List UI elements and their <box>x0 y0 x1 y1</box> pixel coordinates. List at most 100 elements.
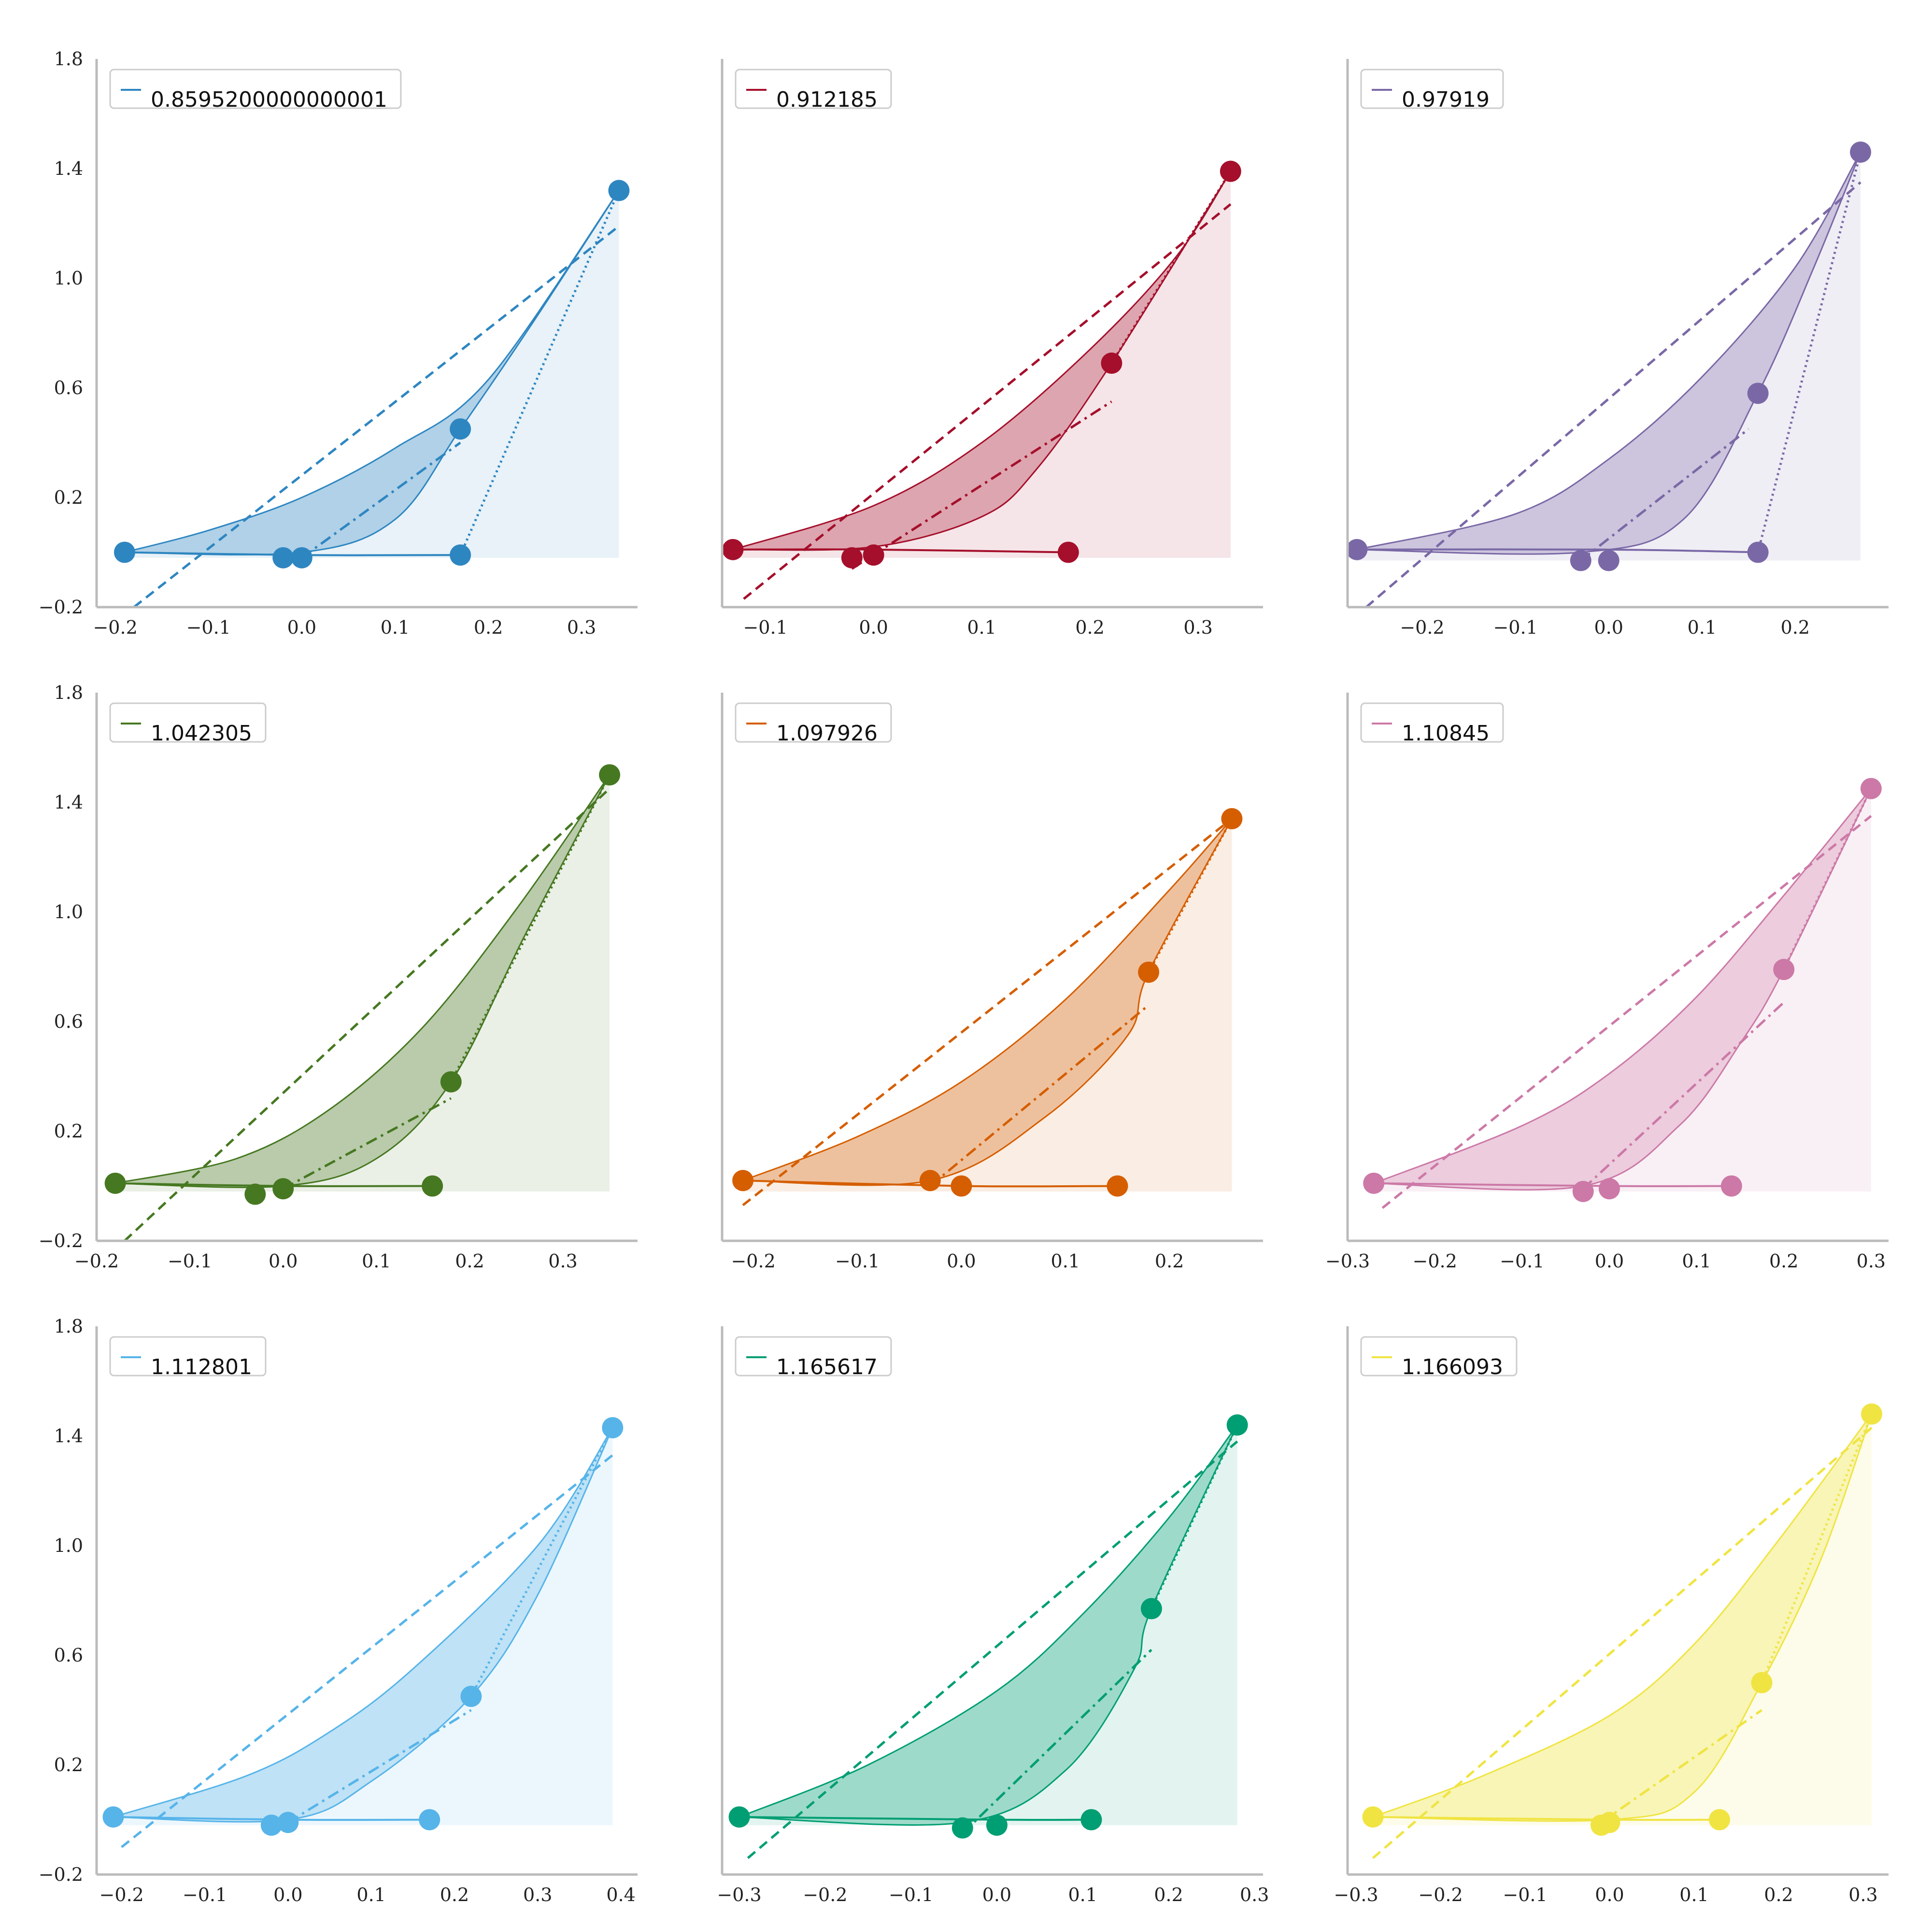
x-tick-label: −0.1 <box>183 1884 227 1905</box>
dashdot-line <box>283 1097 452 1190</box>
legend: 0.912185 <box>735 69 892 112</box>
x-tick-label: 0.1 <box>1679 1884 1708 1905</box>
area-fill-light <box>1374 788 1871 1192</box>
x-tick-label: −0.1 <box>1493 617 1537 638</box>
chart-panel: −0.2 −0.1 0.0 0.1 0.2 1.097926 <box>721 693 1263 1272</box>
x-tick-label: −0.1 <box>1503 1884 1547 1905</box>
x-tick-label: −0.3 <box>1334 1884 1378 1905</box>
data-point <box>732 1170 754 1192</box>
x-tick-label: 0.1 <box>1688 617 1717 638</box>
x-tick-label: 0.3 <box>1240 1884 1269 1905</box>
lower-curve <box>1373 1414 1873 1822</box>
legend: 1.042305 <box>109 702 267 746</box>
dashdot-line <box>962 1648 1152 1834</box>
y-tick-label: 1.0 <box>54 1535 83 1556</box>
lower-curve <box>1357 152 1861 555</box>
legend-label: 0.912185 <box>776 87 878 112</box>
data-point <box>1080 1809 1102 1831</box>
area-band <box>739 1425 1237 1825</box>
dashed-line <box>1372 1427 1873 1859</box>
data-point <box>277 1812 299 1833</box>
lower-curve <box>1374 788 1872 1191</box>
chart-panel: −0.2 −0.1 0.0 0.1 0.2 0.3 −0.2 0.2 0.6 1.0 1.4 1.8 0… <box>39 48 638 638</box>
data-point <box>102 1806 124 1828</box>
data-point <box>1138 961 1160 983</box>
x-tick-label: 0.2 <box>1155 1250 1184 1272</box>
x-tick-label: −0.1 <box>1500 1250 1544 1272</box>
upper-curve <box>113 1427 613 1818</box>
data-point <box>1220 160 1241 182</box>
legend: 1.166093 <box>1360 1336 1518 1379</box>
upper-curve <box>1372 1413 1873 1818</box>
legend: 1.165617 <box>735 1336 892 1379</box>
x-tick-label: 0.2 <box>1154 1884 1183 1905</box>
x-tick-label: 0.3 <box>548 1250 577 1272</box>
x-tick-label: −0.2 <box>99 1884 144 1905</box>
data-point <box>1572 1180 1594 1202</box>
y-tick-label: 0.2 <box>54 487 83 508</box>
y-tick-label: 0.6 <box>54 377 83 398</box>
legend-label: 1.042305 <box>151 721 252 746</box>
x-tick-label: −0.2 <box>1418 1884 1463 1905</box>
x-tick-label: 0.2 <box>1769 1250 1798 1272</box>
legend-label: 1.112801 <box>151 1355 252 1379</box>
x-tick-label: −0.2 <box>1400 617 1444 638</box>
x-tick-label: 0.1 <box>1068 1884 1097 1905</box>
legend-label: 1.165617 <box>776 1355 878 1379</box>
legend-box <box>109 69 402 109</box>
legend-label: 1.10845 <box>1402 721 1490 746</box>
legend-box <box>735 702 892 743</box>
x-tick-label: −0.3 <box>717 1884 761 1905</box>
area-fill-light <box>113 1427 613 1825</box>
x-tick-label: 0.2 <box>1781 617 1810 638</box>
x-tick-label: 0.0 <box>287 617 316 638</box>
data-point <box>728 1806 750 1828</box>
data-point <box>1709 1809 1730 1831</box>
x-tick-label: −0.1 <box>186 617 231 638</box>
data-point <box>608 180 630 201</box>
data-point <box>1363 1172 1385 1194</box>
y-tick-label: 1.4 <box>54 158 83 179</box>
dotted-line <box>459 190 620 556</box>
y-tick-label: 0.2 <box>54 1121 83 1142</box>
x-tick-label: 0.0 <box>947 1250 976 1272</box>
dashed-line <box>121 1454 613 1848</box>
area-fill-light <box>1357 152 1861 561</box>
dashdot-line <box>1600 1709 1762 1824</box>
data-point <box>1570 550 1591 571</box>
data-point <box>1599 1812 1620 1833</box>
x-tick-label: 0.1 <box>356 1884 385 1905</box>
area-band <box>733 171 1231 550</box>
x-tick-label: −0.1 <box>168 1250 212 1272</box>
chart-panel: −0.2 −0.1 0.0 0.1 0.2 0.97919 <box>1346 59 1889 638</box>
legend-box <box>109 1336 267 1377</box>
x-tick-label: −0.1 <box>743 617 787 638</box>
data-point <box>986 1814 1008 1836</box>
panels: −0.2 −0.1 0.0 0.1 0.2 0.3 −0.2 0.2 0.6 1.0 1.4 1.8 0… <box>39 48 1889 1905</box>
upper-curve <box>1356 152 1861 551</box>
data-point <box>260 1814 282 1836</box>
dotted-line <box>1761 1413 1873 1683</box>
data-point <box>599 764 621 786</box>
x-tick-label: 0.1 <box>1682 1250 1711 1272</box>
x-tick-label: 0.3 <box>1857 1250 1886 1272</box>
data-point <box>863 544 884 566</box>
y-tick-label: 1.8 <box>54 48 83 70</box>
data-point <box>1057 541 1079 563</box>
y-tick-label: 1.0 <box>54 901 83 923</box>
y-tick-label: 0.6 <box>54 1645 83 1666</box>
area-band <box>115 775 610 1188</box>
upper-curve <box>742 818 1233 1181</box>
x-tick-label: 0.3 <box>567 617 596 638</box>
y-tick-label: −0.2 <box>39 597 83 618</box>
legend-box <box>109 702 267 743</box>
data-point <box>1598 1178 1620 1200</box>
x-tick-label: 0.0 <box>1594 617 1623 638</box>
area-band <box>124 190 619 555</box>
legend-label: 1.166093 <box>1402 1355 1503 1379</box>
data-point <box>1860 778 1882 799</box>
dotted-line <box>1150 1424 1238 1609</box>
legend: 0.8595200000000001 <box>109 69 402 112</box>
data-point <box>602 1417 624 1438</box>
x-tick-label: 0.1 <box>381 617 410 638</box>
